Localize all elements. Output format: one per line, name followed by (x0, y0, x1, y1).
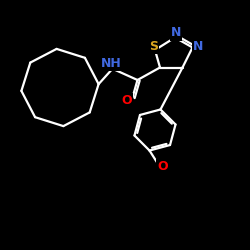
Text: O: O (158, 160, 168, 173)
Text: N: N (193, 40, 203, 53)
Text: N: N (171, 26, 181, 40)
Text: NH: NH (101, 57, 121, 70)
Text: O: O (122, 94, 132, 106)
Text: S: S (149, 40, 158, 53)
